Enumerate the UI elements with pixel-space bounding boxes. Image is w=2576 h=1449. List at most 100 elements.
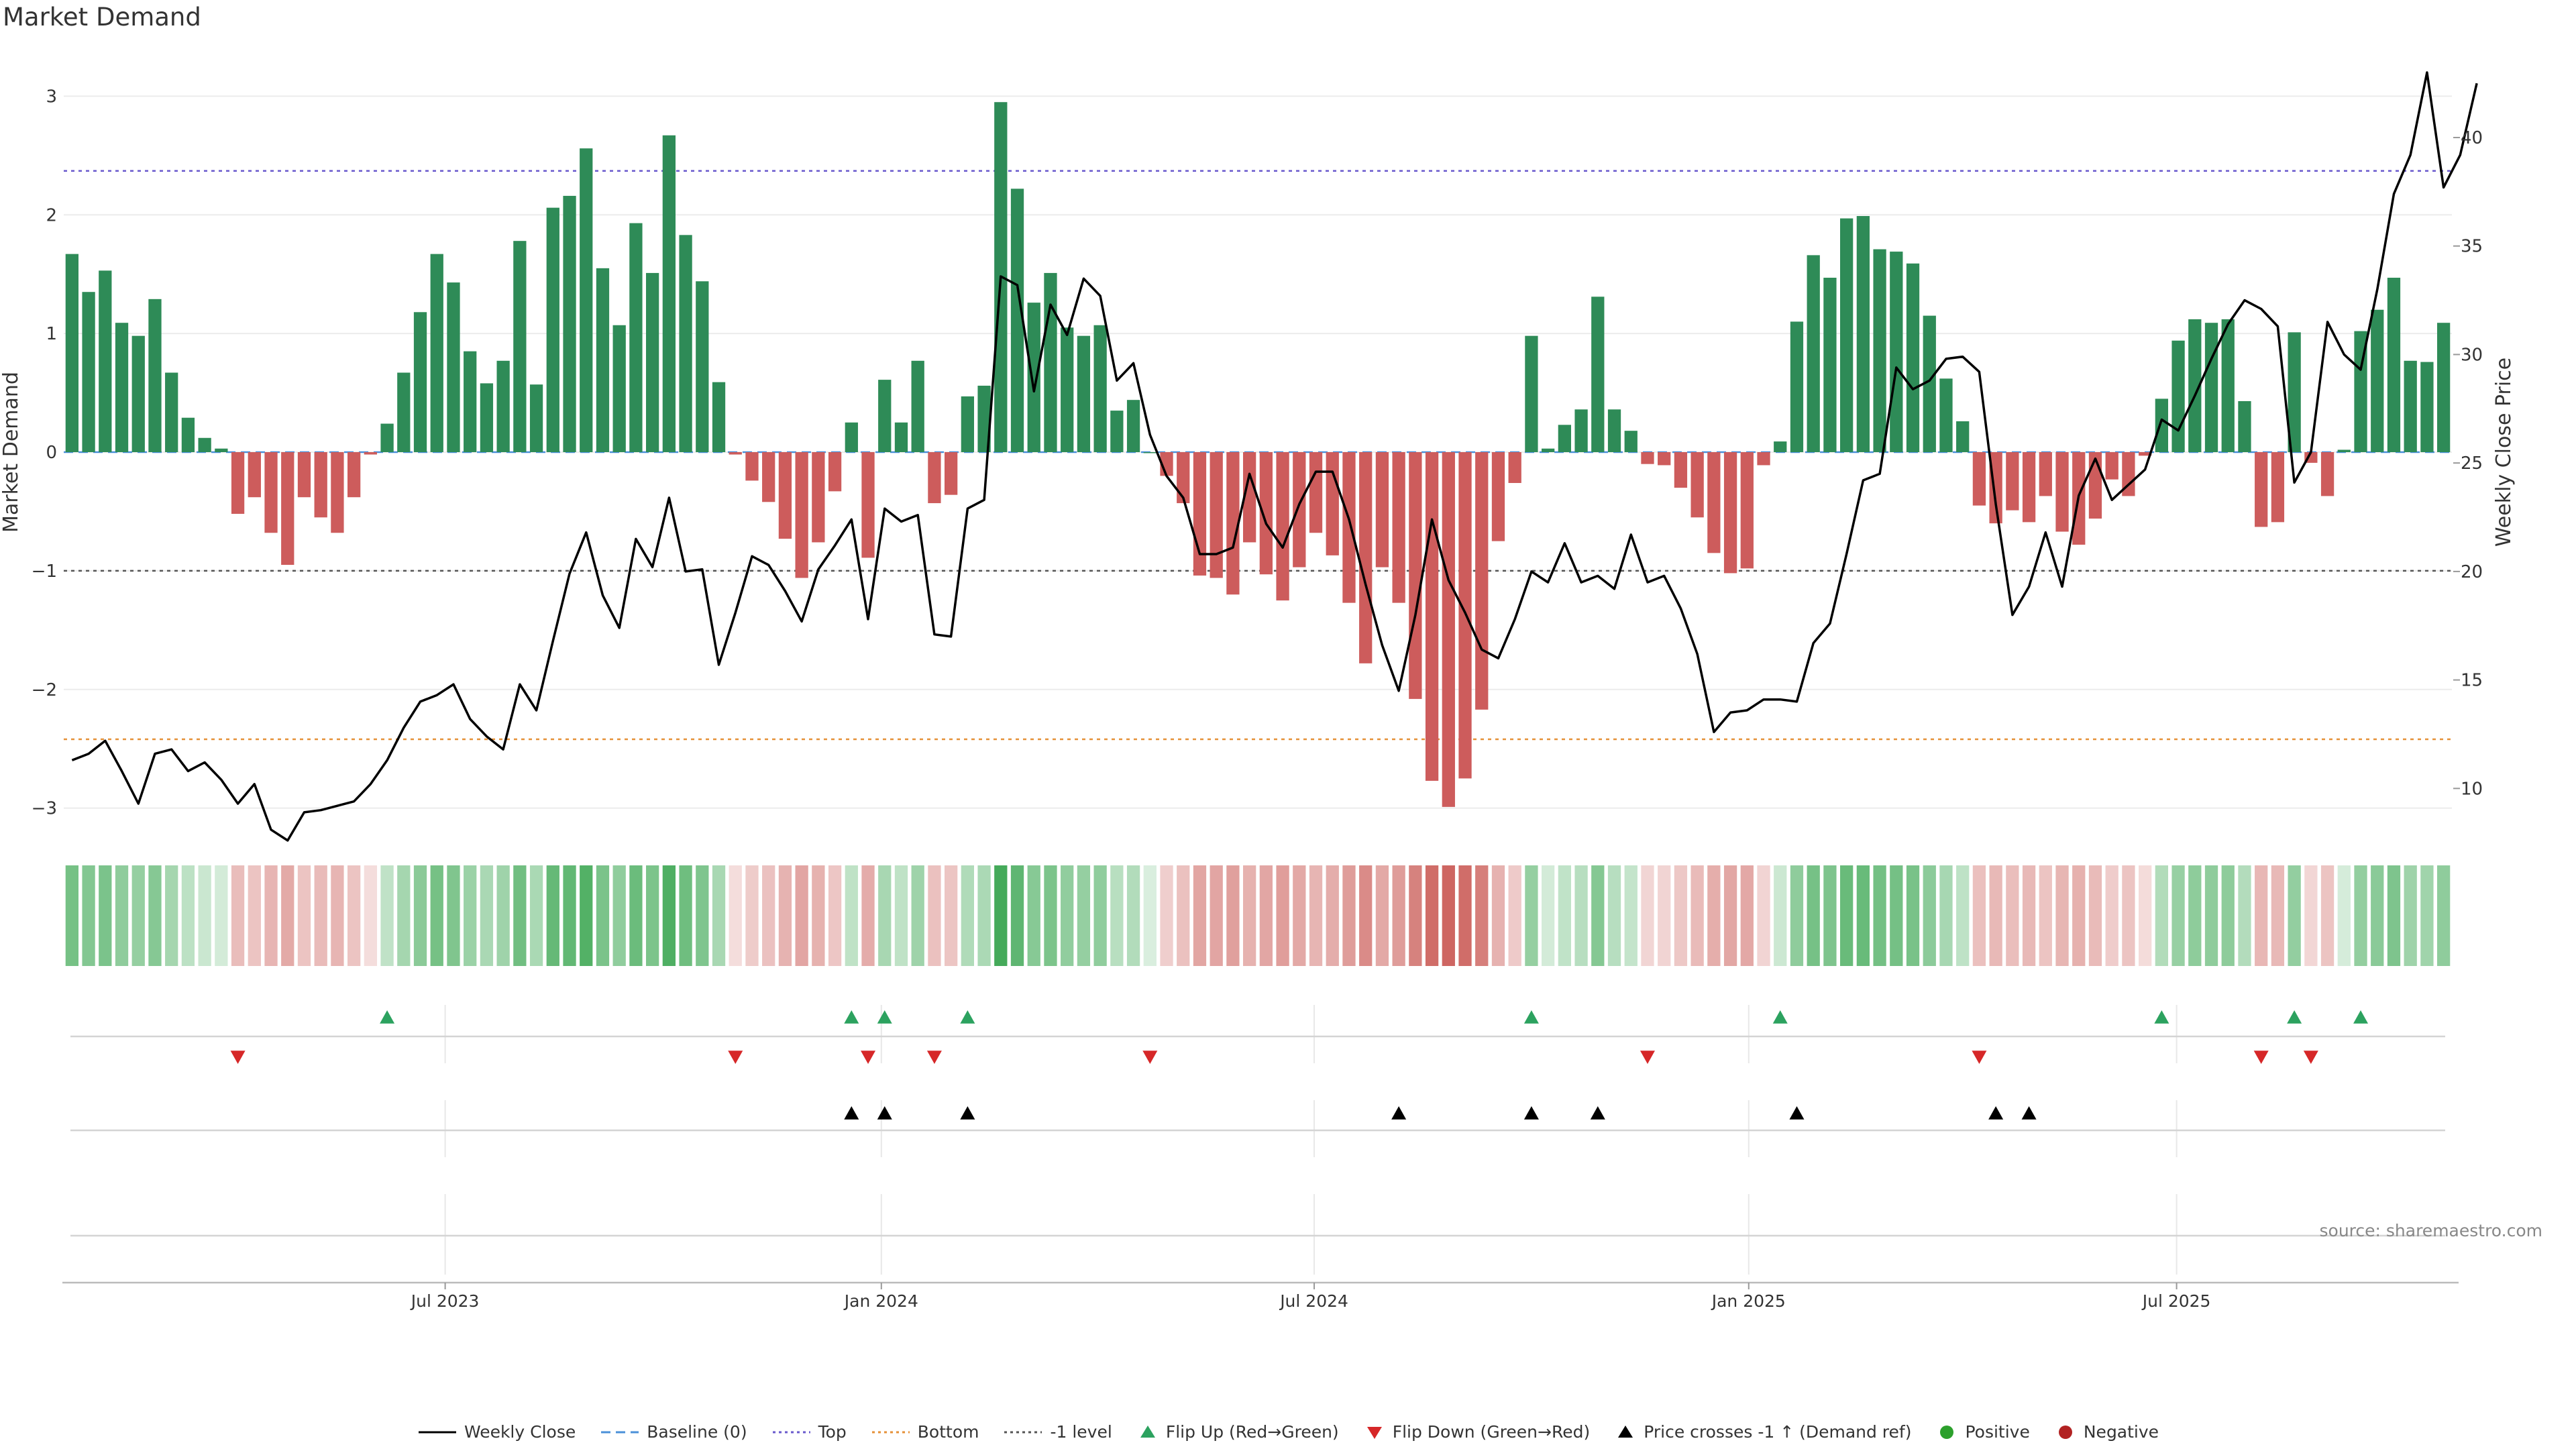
price-cross-marker bbox=[1789, 1106, 1805, 1120]
demand-bar bbox=[1607, 409, 1621, 452]
flip-down-marker bbox=[1972, 1051, 1987, 1064]
demand-bar bbox=[1475, 452, 1489, 710]
demand-bar bbox=[1923, 315, 1936, 452]
demand-bar bbox=[1890, 252, 1903, 452]
heat-cell bbox=[1558, 865, 1572, 966]
heat-cell bbox=[2337, 865, 2351, 966]
demand-bar bbox=[2255, 452, 2268, 527]
source-note: source: sharemaestro.com bbox=[2319, 1221, 2543, 1240]
demand-bar bbox=[1790, 321, 1804, 452]
demand-bar bbox=[679, 235, 692, 452]
demand-bar bbox=[65, 254, 79, 452]
x-tick-label: Jan 2024 bbox=[843, 1291, 918, 1311]
flip-down-marker bbox=[2253, 1051, 2269, 1064]
heat-cell bbox=[2221, 865, 2235, 966]
demand-bar bbox=[2320, 452, 2334, 496]
heat-cell bbox=[2022, 865, 2036, 966]
heat-cell bbox=[944, 865, 958, 966]
demand-bar bbox=[1574, 409, 1588, 452]
flip-up-marker bbox=[1772, 1010, 1788, 1024]
heat-cell bbox=[1044, 865, 1057, 966]
heat-cell bbox=[580, 865, 593, 966]
demand-bar bbox=[944, 452, 958, 495]
demand-bar bbox=[1276, 452, 1289, 601]
demand-bar bbox=[812, 452, 825, 543]
demand-bar bbox=[762, 452, 775, 502]
heat-cell bbox=[2304, 865, 2318, 966]
demand-bar bbox=[1674, 452, 1688, 488]
demand-bar bbox=[364, 452, 378, 455]
heat-cell bbox=[1839, 865, 1854, 966]
demand-bar bbox=[513, 241, 527, 452]
heat-cell bbox=[1442, 865, 1455, 966]
demand-bar bbox=[845, 422, 858, 452]
demand-bar bbox=[347, 452, 361, 498]
heat-cell bbox=[1425, 865, 1439, 966]
heat-cell bbox=[1458, 865, 1472, 966]
demand-bar bbox=[778, 452, 792, 539]
heat-cell bbox=[264, 865, 278, 966]
heat-cell bbox=[248, 865, 261, 966]
price-cross-marker bbox=[1590, 1106, 1605, 1120]
demand-bar bbox=[1774, 441, 1787, 452]
demand-bar bbox=[1143, 452, 1157, 453]
demand-bars bbox=[65, 102, 2451, 807]
demand-bar bbox=[911, 360, 924, 452]
heat-cell bbox=[2371, 865, 2384, 966]
heat-cell bbox=[297, 865, 311, 966]
y-axis-title: Market Demand bbox=[0, 372, 23, 533]
price-cross-marker bbox=[1523, 1106, 1539, 1120]
demand-bar bbox=[1707, 452, 1721, 553]
demand-bar bbox=[1126, 400, 1140, 452]
heat-cell bbox=[65, 865, 79, 966]
weekly-close-line bbox=[71, 71, 2478, 842]
heat-cell bbox=[1293, 865, 1306, 966]
heat-cell bbox=[281, 865, 294, 966]
demand-bar bbox=[380, 423, 394, 452]
heat-cell bbox=[679, 865, 692, 966]
demand-bar bbox=[215, 448, 228, 452]
demand-bar bbox=[2105, 452, 2118, 480]
heat-cell bbox=[812, 865, 825, 966]
heat-cell bbox=[878, 865, 892, 966]
demand-bar bbox=[2155, 398, 2169, 452]
heat-cell bbox=[148, 865, 162, 966]
demand-bar bbox=[662, 135, 676, 452]
demand-bar bbox=[828, 452, 842, 492]
y2-tick-label: 20 bbox=[2461, 562, 2483, 582]
heat-cell bbox=[1061, 865, 1074, 966]
demand-bar bbox=[314, 452, 327, 518]
heat-cell bbox=[745, 865, 759, 966]
flip-up-marker bbox=[380, 1010, 395, 1024]
demand-bar bbox=[745, 452, 759, 481]
flip-up-marker bbox=[2154, 1010, 2169, 1024]
heat-cell bbox=[1740, 865, 1754, 966]
demand-bar bbox=[546, 207, 559, 452]
demand-bar bbox=[115, 323, 129, 452]
demand-bar bbox=[977, 385, 991, 452]
price-cross-marker bbox=[2021, 1106, 2037, 1120]
y-tick-label: −2 bbox=[32, 680, 57, 700]
heat-cell bbox=[513, 865, 527, 966]
x-tick-label: Jul 2024 bbox=[1279, 1291, 1348, 1311]
demand-bar bbox=[331, 452, 344, 533]
demand-bar bbox=[1873, 249, 1886, 452]
heat-cell bbox=[1690, 865, 1704, 966]
heat-cell bbox=[2436, 865, 2451, 966]
demand-bar bbox=[2271, 452, 2285, 523]
heat-cell bbox=[1276, 865, 1289, 966]
heat-cell bbox=[480, 865, 494, 966]
legend-price-cross: Price crosses -1 ↑ (Demand ref) bbox=[1614, 1422, 1911, 1442]
heat-cell bbox=[1010, 865, 1024, 966]
demand-bar bbox=[1558, 425, 1572, 452]
flip-down-marker bbox=[728, 1051, 743, 1064]
flip-up-marker bbox=[2353, 1010, 2369, 1024]
heat-cell bbox=[1242, 865, 1256, 966]
demand-bar bbox=[2404, 360, 2417, 452]
demand-bar bbox=[2436, 323, 2451, 452]
demand-bar bbox=[1392, 452, 1405, 603]
demand-bar bbox=[2138, 452, 2152, 456]
heat-cell bbox=[115, 865, 129, 966]
heat-cell bbox=[2354, 865, 2367, 966]
